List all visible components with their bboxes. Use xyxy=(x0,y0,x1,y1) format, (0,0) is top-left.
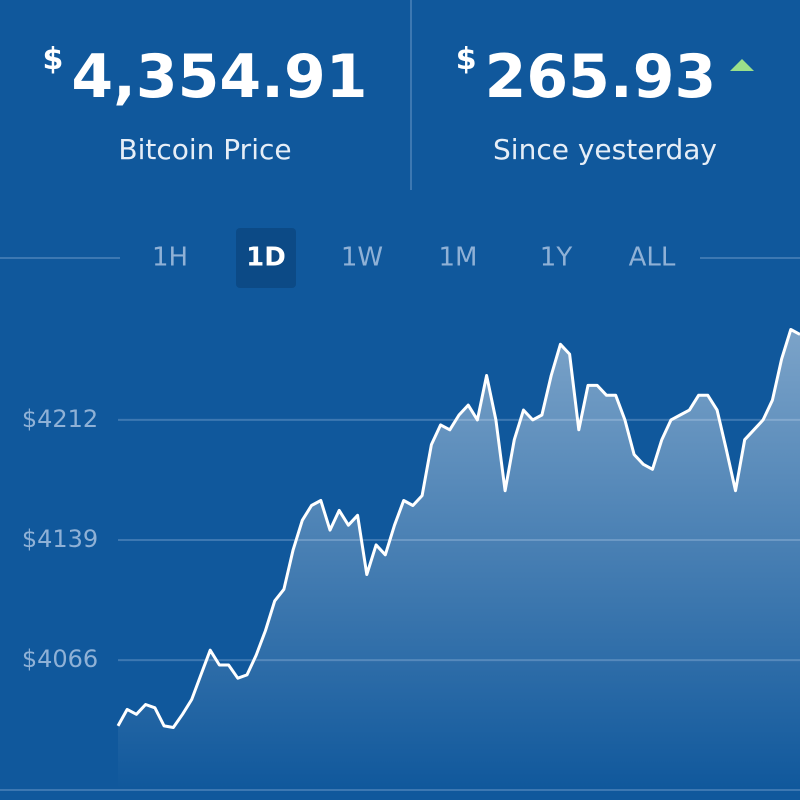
tab[interactable]: 1H xyxy=(152,243,188,273)
change-label: Since yesterday xyxy=(493,133,717,166)
price-label: Bitcoin Price xyxy=(118,133,292,166)
tab[interactable]: 1M xyxy=(439,243,478,273)
price-block: $4,354.91 Bitcoin Price xyxy=(0,20,410,166)
tab-selected-bg[interactable] xyxy=(236,228,296,288)
price-value: 4,354.91 xyxy=(71,42,368,112)
y-tick-label: $4066 xyxy=(22,645,98,673)
up-arrow xyxy=(730,59,755,71)
area xyxy=(118,329,800,790)
currency: $ xyxy=(455,42,477,77)
tab[interactable]: 1D xyxy=(246,243,286,273)
price-line xyxy=(116,328,800,729)
change-block: $265.93 Since yesterday xyxy=(410,20,800,166)
y-tick-label: $4139 xyxy=(22,525,98,553)
currency: $ xyxy=(42,42,64,77)
change-value: 265.93 xyxy=(484,42,717,112)
price: $4,354.91 xyxy=(0,20,410,117)
y-tick-label: $4212 xyxy=(22,405,98,433)
divider xyxy=(410,0,412,190)
tab[interactable]: ALL xyxy=(629,243,676,273)
change: $265.93 xyxy=(410,20,800,117)
tab[interactable]: 1Y xyxy=(540,243,573,273)
tab[interactable]: 1W xyxy=(341,243,383,273)
